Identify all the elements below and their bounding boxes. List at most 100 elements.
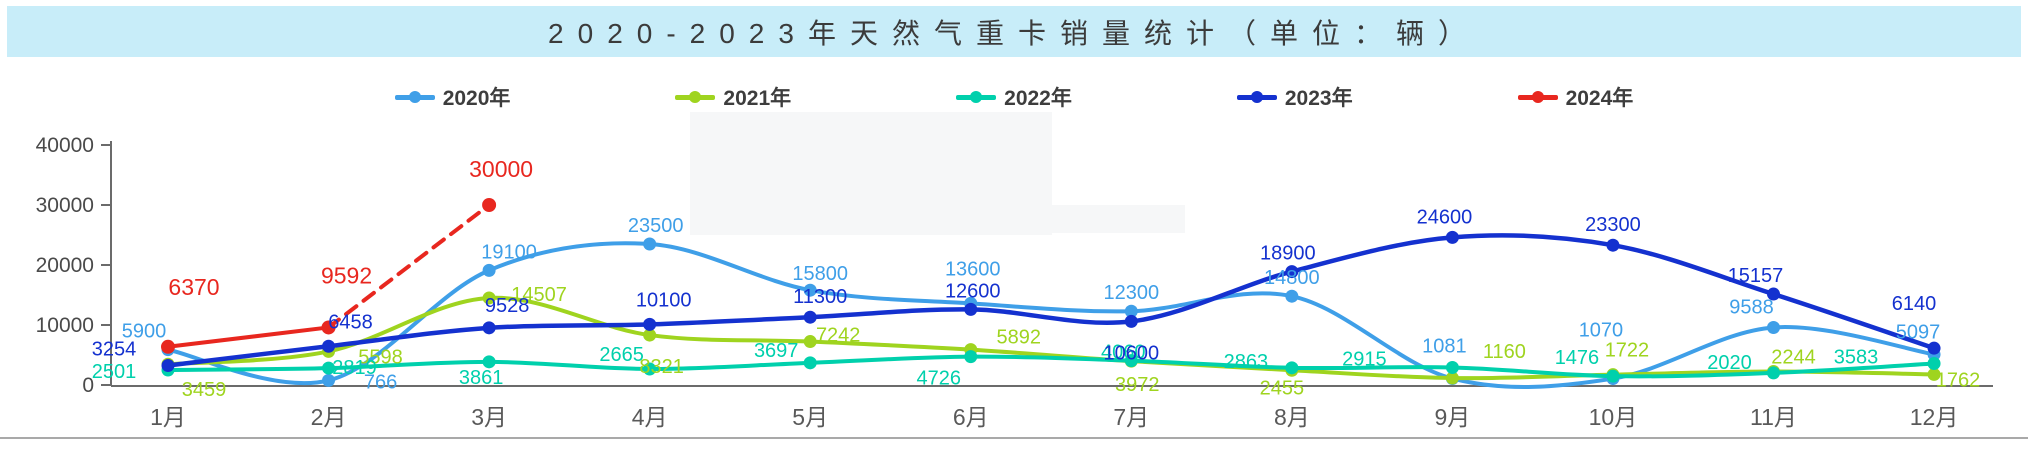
data-label-2023年-7月: 10600 — [1103, 342, 1159, 364]
data-label-2022年-1月: 2501 — [92, 361, 137, 383]
data-point-2020年-7月 — [1124, 304, 1138, 318]
data-label-2022年-2月: 2819 — [332, 357, 377, 379]
data-point-2022年-11月 — [1767, 366, 1780, 380]
legend-dot-icon — [1531, 90, 1544, 103]
data-label-2022年-10月: 1476 — [1555, 347, 1600, 369]
x-tick-label: 10月 — [1589, 404, 1638, 430]
data-label-2020年-10月: 1070 — [1579, 320, 1624, 342]
y-tick-label: 10000 — [36, 314, 94, 337]
legend-item-2024年: 2024年 — [1517, 82, 1633, 112]
data-label-2022年-4月: 2665 — [599, 344, 644, 366]
y-tick-label: 20000 — [36, 254, 94, 277]
data-label-2021年-7月: 3972 — [1115, 374, 1160, 396]
data-point-2020年-5月 — [803, 283, 817, 297]
data-label-2023年-6月: 12600 — [945, 280, 1001, 302]
legend-line-marker-icon — [1236, 90, 1277, 103]
legend-label: 2020年 — [442, 87, 511, 110]
data-point-2023年-8月 — [1285, 265, 1299, 279]
data-point-2023年-4月 — [643, 317, 657, 331]
series-line-2020年 — [166, 241, 1937, 389]
data-label-2023年-1月: 3254 — [92, 338, 137, 360]
data-point-2022年-9月 — [1445, 361, 1459, 375]
x-tick-label: 3月 — [471, 404, 507, 430]
y-tick-label: 0 — [82, 374, 94, 397]
legend-line-marker-icon — [956, 90, 997, 103]
x-tick-label: 4月 — [632, 404, 668, 430]
data-label-2023年-12月: 6140 — [1892, 293, 1937, 315]
x-tick-label: 8月 — [1274, 404, 1310, 430]
x-tick-label: 11月 — [1750, 404, 1797, 430]
data-label-2020年-7月: 12300 — [1103, 282, 1159, 304]
data-point-2020年-8月 — [1285, 289, 1299, 303]
legend-line-marker-icon — [394, 90, 435, 103]
data-point-2023年-2月 — [322, 339, 336, 353]
data-point-2020年-4月 — [643, 237, 657, 251]
data-point-2022年-10月 — [1606, 369, 1620, 383]
data-label-2023年-8月: 18900 — [1260, 243, 1316, 265]
data-label-2020年-2月: 766 — [364, 371, 397, 393]
data-label-2020年-1月: 5900 — [122, 321, 167, 343]
data-point-2022年-6月 — [964, 350, 978, 364]
bottom-border — [0, 437, 2028, 439]
data-label-2021年-11月: 2244 — [1771, 347, 1816, 369]
data-point-2022年-2月 — [322, 361, 336, 375]
legend-dot-icon — [689, 90, 702, 103]
data-label-2023年-9月: 24600 — [1417, 206, 1473, 228]
data-point-2021年-5月 — [803, 335, 817, 349]
data-point-2023年-7月 — [1124, 314, 1138, 328]
legend-label: 2023年 — [1284, 87, 1353, 110]
data-label-2021年-6月: 5892 — [997, 327, 1042, 349]
data-label-2023年-10月: 23300 — [1585, 214, 1641, 236]
data-point-2020年-3月 — [482, 263, 496, 277]
legend-label: 2022年 — [1004, 87, 1072, 110]
data-label-2022年-6月: 4726 — [917, 368, 962, 390]
data-point-2022年-4月 — [643, 362, 657, 376]
data-label-2024年-1月: 6370 — [168, 274, 219, 300]
data-label-2023年-5月: 11300 — [793, 286, 847, 308]
data-point-2022年-12月 — [1927, 357, 1941, 371]
data-point-2023年-10月 — [1606, 238, 1620, 252]
data-label-2022年-7月: 4060 — [1101, 342, 1146, 364]
data-point-2022年-8月 — [1285, 361, 1299, 375]
data-label-2020年-6月: 13600 — [945, 258, 1001, 280]
chart-legend: 2020年 2021年 2022年 2023年 2024年 — [0, 82, 2028, 112]
data-point-2021年-12月 — [1927, 367, 1941, 381]
chart-title-bar: 2020-2023年天然气重卡销量统计（单位：辆） — [7, 6, 2021, 57]
data-label-2023年-2月: 6458 — [328, 311, 373, 333]
data-point-2020年-11月 — [1767, 320, 1780, 334]
data-point-2023年-12月 — [1927, 341, 1941, 355]
data-point-2024年-1月 — [161, 339, 175, 354]
y-tick-label: 40000 — [36, 134, 94, 157]
watermark-remnant — [1052, 205, 1185, 233]
data-point-2023年-9月 — [1445, 230, 1459, 244]
data-point-2023年-11月 — [1767, 287, 1780, 301]
data-label-2021年-2月: 5598 — [358, 346, 403, 368]
data-point-2023年-6月 — [964, 302, 978, 316]
data-label-2023年-4月: 10100 — [636, 289, 692, 311]
data-point-2022年-3月 — [482, 355, 496, 369]
data-label-2022年-8月: 2863 — [1224, 351, 1269, 373]
x-tick-label: 12月 — [1910, 404, 1959, 430]
data-point-2021年-9月 — [1445, 371, 1459, 385]
y-tick-label: 30000 — [36, 194, 94, 217]
series-line-2023年 — [165, 233, 1937, 368]
legend-dot-icon — [1250, 90, 1263, 103]
x-tick-label: 5月 — [792, 404, 828, 430]
series-line-2022年 — [166, 354, 1937, 379]
data-label-2021年-1月: 3459 — [182, 379, 227, 401]
series-line-solid-2024年 — [166, 325, 331, 349]
data-label-2020年-9月: 1081 — [1422, 336, 1467, 358]
x-tick-label: 7月 — [1113, 404, 1149, 430]
data-label-2022年-3月: 3861 — [459, 367, 504, 389]
data-label-2022年-12月: 3583 — [1834, 347, 1879, 369]
data-label-2022年-11月: 2020 — [1707, 352, 1752, 374]
data-label-2023年-3月: 9528 — [485, 295, 530, 317]
legend-label: 2021年 — [723, 87, 792, 110]
x-tick-label: 9月 — [1435, 404, 1471, 430]
data-point-2024年-2月 — [321, 320, 336, 335]
chart-title: 2020-2023年天然气重卡销量统计（单位：辆） — [548, 17, 1480, 49]
x-tick-label: 2月 — [311, 404, 347, 430]
legend-line-marker-icon — [675, 90, 716, 103]
data-label-2020年-11月: 9588 — [1729, 296, 1774, 318]
